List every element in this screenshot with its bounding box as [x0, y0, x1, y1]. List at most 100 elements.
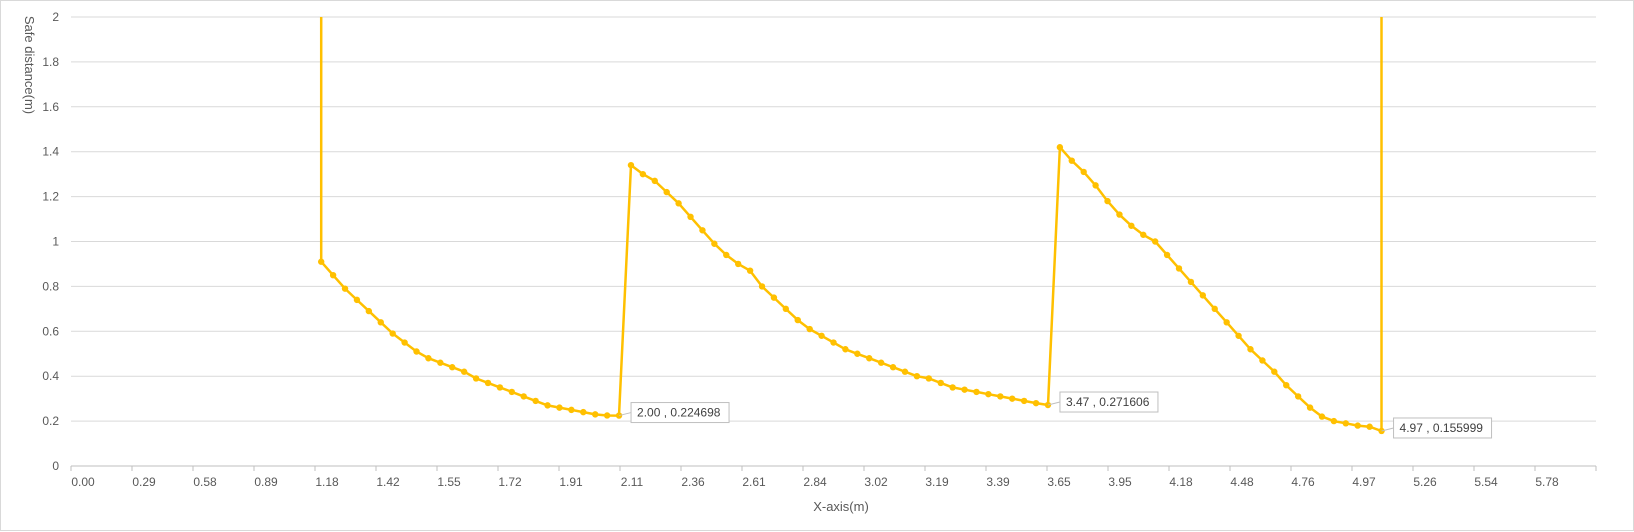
data-point [1128, 222, 1135, 229]
x-tick-label: 3.19 [925, 475, 949, 489]
data-point [413, 348, 420, 355]
callout-connector [1047, 401, 1061, 406]
data-point [1318, 413, 1326, 420]
data-callouts: 2.00 , 0.224698 3.47 , 0.271606 4.97 , 0.1… [618, 391, 1493, 439]
series-markers [317, 144, 1385, 435]
data-point [1009, 395, 1016, 402]
data-point [1032, 399, 1040, 407]
data-point [1068, 157, 1075, 164]
x-tick-label: 3.02 [864, 475, 888, 489]
y-tick-label: 1.6 [42, 100, 59, 114]
data-point [568, 406, 575, 414]
data-point [806, 325, 813, 333]
y-tick-label: 1 [52, 235, 59, 249]
x-tick-label: 5.26 [1413, 475, 1437, 489]
series-line [319, 17, 1383, 433]
data-point [699, 227, 706, 234]
data-point [782, 305, 790, 313]
y-tick-label: 0.6 [42, 324, 59, 338]
x-tick-label: 1.42 [376, 475, 400, 489]
y-tick-label: 0.8 [42, 279, 59, 293]
x-tick-label: 4.48 [1230, 475, 1254, 489]
data-point [842, 346, 849, 353]
data-point [1175, 265, 1183, 272]
x-tick-label: 4.18 [1169, 475, 1193, 489]
data-point [913, 373, 921, 380]
callout-connector [1381, 427, 1394, 432]
data-point [997, 393, 1004, 400]
data-point [365, 307, 373, 315]
data-point [627, 161, 635, 169]
x-tick-label: 4.76 [1291, 475, 1315, 489]
data-point [925, 375, 933, 382]
data-point [1354, 422, 1361, 429]
data-point [1140, 231, 1147, 238]
data-point [389, 330, 396, 337]
series-polyline [319, 17, 1383, 433]
data-point [580, 408, 587, 416]
data-point [1092, 182, 1099, 189]
data-point [675, 200, 682, 207]
data-point [663, 188, 670, 196]
data-point [1211, 305, 1218, 313]
callout-connector [618, 412, 632, 417]
data-point [1199, 292, 1207, 299]
y-tick-label: 2 [52, 10, 59, 24]
data-point [496, 384, 504, 391]
y-tick-label: 0.2 [42, 414, 59, 428]
data-point [961, 386, 968, 393]
data-point [711, 240, 718, 247]
data-point [1330, 417, 1338, 425]
data-point [1187, 278, 1195, 286]
x-tick-label: 1.55 [437, 475, 461, 489]
data-point [1104, 197, 1111, 205]
x-tick-label: 2.11 [621, 475, 644, 489]
data-point [1116, 211, 1123, 218]
data-label: 4.97 , 0.155999 [1400, 421, 1484, 435]
data-point [1163, 251, 1171, 259]
data-point [401, 339, 408, 346]
data-point [818, 332, 825, 339]
x-tick-label: 1.72 [498, 475, 522, 489]
data-point [520, 393, 527, 400]
y-axis-title: Safe distance(m) [22, 16, 37, 114]
data-point [1056, 144, 1064, 151]
x-tick-label: 3.65 [1047, 475, 1071, 489]
data-point [734, 260, 742, 268]
data-point [353, 296, 361, 304]
data-point [794, 316, 801, 324]
data-point [639, 170, 647, 178]
data-point [603, 412, 611, 419]
x-tick-label: 0.29 [132, 475, 156, 489]
x-tick-label: 2.61 [742, 475, 766, 489]
data-point [1283, 381, 1290, 389]
x-tick-label: 1.18 [315, 475, 339, 489]
data-label: 2.00 , 0.224698 [637, 406, 721, 420]
x-tick-label: 4.97 [1352, 475, 1376, 489]
callout-box [1059, 391, 1159, 413]
data-point [866, 355, 873, 362]
data-point [1080, 168, 1087, 176]
y-tick-label: 1.8 [42, 55, 59, 69]
x-tick-label: 1.91 [559, 475, 583, 489]
data-point [1247, 346, 1254, 353]
y-tick-label: 0 [52, 459, 59, 473]
data-point [556, 404, 563, 411]
data-point [973, 388, 980, 396]
data-point [1259, 357, 1266, 364]
data-point [830, 339, 837, 346]
data-label: 3.47 , 0.271606 [1066, 395, 1150, 409]
x-axis-title: X-axis(m) [813, 499, 869, 514]
y-tick-label: 1.2 [42, 190, 59, 204]
data-point [770, 294, 778, 301]
data-point [425, 355, 432, 362]
data-point [687, 213, 694, 221]
data-point [758, 283, 766, 290]
data-point [854, 350, 861, 357]
y-tick-label: 1.4 [42, 145, 59, 159]
data-point [1235, 332, 1242, 339]
data-point [341, 285, 349, 292]
data-point [329, 271, 337, 279]
data-point [592, 411, 599, 418]
callout-box [1393, 417, 1493, 439]
